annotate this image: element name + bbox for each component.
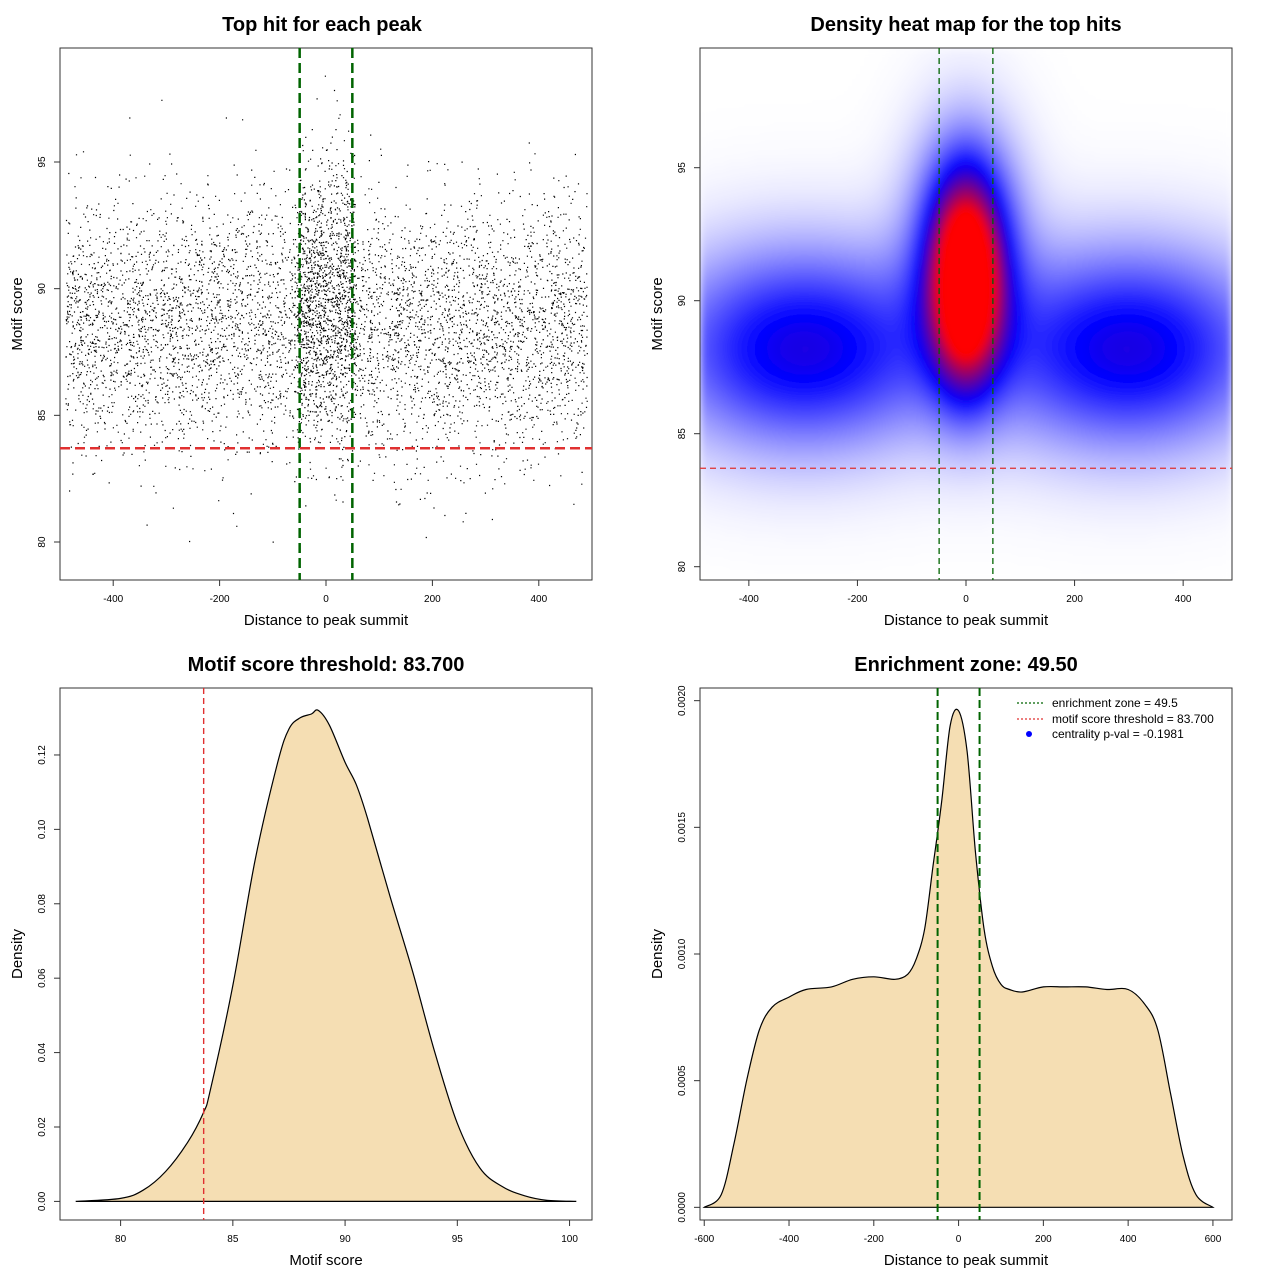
y-tick-label: 80 — [677, 561, 688, 573]
y-tick-label: 0.0010 — [677, 938, 688, 969]
threshold-lines — [700, 48, 1232, 580]
y-tick-label: 80 — [37, 536, 48, 548]
y-axis-ticks: 80 85 90 95 — [677, 162, 700, 573]
x-tick-label: 200 — [424, 594, 441, 605]
x-axis-ticks: -600 -400 -200 0 200 400 600 — [694, 1220, 1222, 1245]
x-axis-ticks: -400 -200 0 200 400 — [103, 580, 548, 605]
x-tick-label: 600 — [1205, 1234, 1222, 1245]
chart-title: Motif score threshold: 83.700 — [188, 654, 465, 676]
x-tick-label: 100 — [561, 1234, 578, 1245]
density-heatmap — [700, 48, 1232, 580]
x-tick-label: 400 — [1120, 1234, 1137, 1245]
scatter-panel: Top hit for each peak -400 -200 0 200 400 80… — [0, 0, 640, 640]
y-axis-label: Motif score — [9, 277, 26, 350]
legend-label-pval: centrality p-val = -0.1981 — [1052, 727, 1184, 741]
density-curve — [702, 708, 1215, 1208]
x-tick-label: -200 — [210, 594, 230, 605]
enrichment-lines — [936, 688, 981, 1220]
x-tick-label: 400 — [530, 594, 547, 605]
x-axis-label: Motif score — [289, 1252, 362, 1269]
y-tick-label: 0.10 — [37, 819, 48, 839]
distance-density-chart: Enrichment zone: 49.50 -600 -400 -200 0 200 4… — [649, 654, 1233, 1269]
x-axis-label: Distance to peak summit — [884, 1252, 1049, 1269]
threshold-lines — [60, 48, 592, 580]
y-tick-label: 90 — [37, 283, 48, 295]
y-tick-label: 0.08 — [37, 894, 48, 914]
y-tick-label: 0.12 — [37, 745, 48, 765]
y-axis-ticks: 0.0000 0.0005 0.0010 0.0015 0.0020 — [677, 685, 700, 1223]
y-tick-label: 0.04 — [37, 1042, 48, 1062]
y-tick-label: 0.02 — [37, 1117, 48, 1137]
scatter-point — [65, 75, 588, 543]
plot-frame — [59, 47, 593, 581]
legend-swatch-pval — [1026, 731, 1032, 737]
x-tick-label: 0 — [963, 594, 969, 605]
x-tick-label: -400 — [779, 1234, 799, 1245]
legend-label-threshold: motif score threshold = 83.700 — [1052, 712, 1214, 726]
y-axis-ticks: 0.00 0.02 0.04 0.06 0.08 0.10 0.12 — [37, 745, 60, 1211]
y-axis-label: Density — [9, 928, 26, 979]
x-tick-label: -200 — [864, 1234, 884, 1245]
density-curve — [75, 709, 577, 1202]
y-tick-label: 90 — [677, 295, 688, 307]
x-tick-label: 95 — [452, 1234, 464, 1245]
y-tick-label: 0.0005 — [677, 1065, 688, 1096]
x-tick-label: -600 — [694, 1234, 714, 1245]
score-density-chart: Motif score threshold: 83.700 80 85 90 95 10… — [9, 654, 593, 1269]
x-tick-label: -400 — [739, 594, 759, 605]
y-tick-label: 95 — [677, 162, 688, 174]
plot-frame — [59, 687, 593, 1221]
chart-title: Top hit for each peak — [222, 14, 423, 36]
x-tick-label: 0 — [956, 1234, 962, 1245]
y-tick-label: 85 — [677, 428, 688, 440]
legend-label-enrichment: enrichment zone = 49.5 — [1052, 696, 1178, 710]
y-tick-label: 95 — [37, 156, 48, 168]
y-axis-label: Motif score — [649, 277, 666, 350]
y-tick-label: 85 — [37, 409, 48, 421]
x-tick-label: 200 — [1066, 594, 1083, 605]
legend: enrichment zone = 49.5 motif score thres… — [1017, 696, 1214, 741]
y-tick-label: 0.0020 — [677, 685, 688, 716]
x-tick-label: 400 — [1175, 594, 1192, 605]
x-tick-label: 0 — [323, 594, 329, 605]
y-tick-label: 0.0015 — [677, 812, 688, 843]
y-tick-label: 0.06 — [37, 968, 48, 988]
score-density-panel: Motif score threshold: 83.700 80 85 90 95 10… — [0, 640, 640, 1280]
chart-title: Density heat map for the top hits — [810, 14, 1121, 36]
x-tick-label: -400 — [103, 594, 123, 605]
x-tick-label: 200 — [1035, 1234, 1052, 1245]
chart-title: Enrichment zone: 49.50 — [854, 654, 1077, 676]
x-tick-label: 80 — [115, 1234, 127, 1245]
scatter-chart: Top hit for each peak -400 -200 0 200 400 80… — [9, 14, 593, 629]
x-tick-label: 85 — [227, 1234, 239, 1245]
y-axis-ticks: 80 85 90 95 — [37, 156, 60, 548]
y-tick-label: 0.00 — [37, 1191, 48, 1211]
x-axis-label: Distance to peak summit — [244, 612, 409, 629]
x-axis-ticks: -400 -200 0 200 400 — [739, 580, 1192, 605]
x-tick-label: -200 — [847, 594, 867, 605]
distance-density-panel: Enrichment zone: 49.50 -600 -400 -200 0 200 4… — [640, 640, 1280, 1280]
y-tick-label: 0.0000 — [677, 1192, 688, 1223]
x-axis-label: Distance to peak summit — [884, 612, 1049, 629]
scatter-points — [65, 75, 588, 543]
x-tick-label: 90 — [340, 1234, 352, 1245]
x-axis-ticks: 80 85 90 95 100 — [115, 1220, 578, 1245]
heatmap-chart: Density heat map for the top hits -400 -2… — [649, 14, 1233, 629]
y-axis-label: Density — [649, 928, 666, 979]
heatmap-panel: Density heat map for the top hits -400 -2… — [640, 0, 1280, 640]
